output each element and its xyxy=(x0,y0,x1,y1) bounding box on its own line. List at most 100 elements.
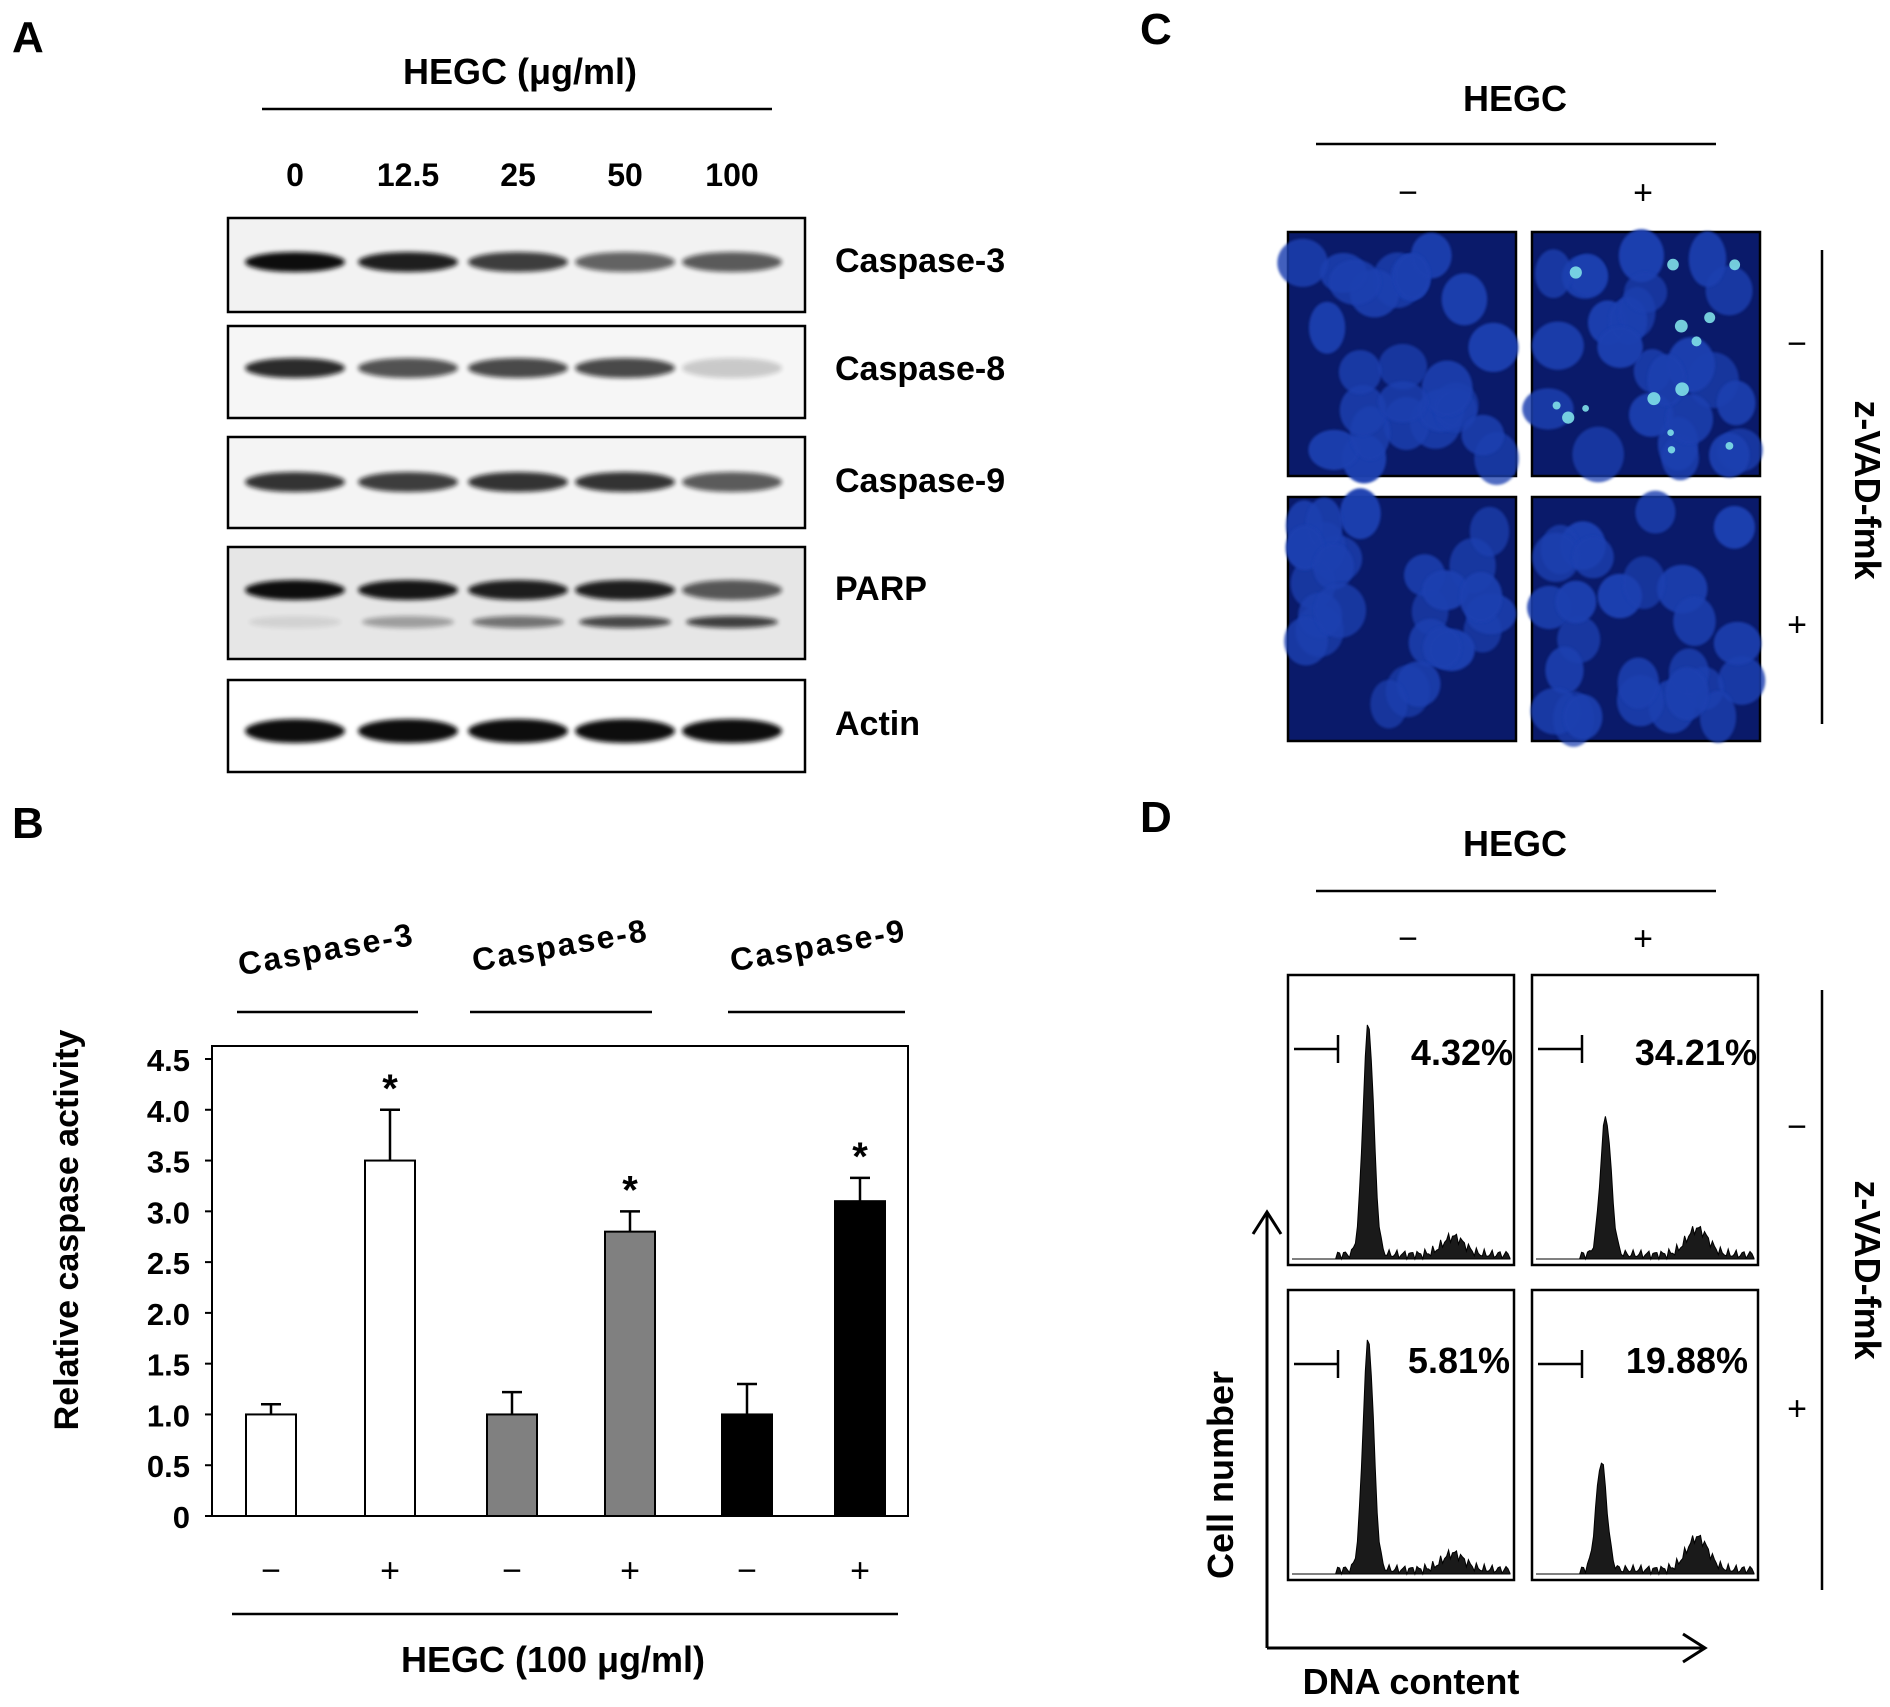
panel-letter-d: D xyxy=(1140,793,1172,842)
nucleus xyxy=(1713,505,1756,549)
y-tick-label: 4.5 xyxy=(147,1043,190,1078)
blot-band xyxy=(358,358,458,378)
dna-histogram xyxy=(1292,1339,1511,1576)
nucleus xyxy=(1308,429,1360,471)
nucleus xyxy=(1423,626,1462,669)
group-label: Caspase-9 xyxy=(727,912,909,978)
plot-frame xyxy=(211,1045,909,1517)
apoptotic-body xyxy=(1552,401,1561,410)
x-arrowhead xyxy=(1682,1632,1708,1664)
nucleus xyxy=(1718,656,1766,705)
nucleus xyxy=(1709,432,1750,478)
apoptotic-body xyxy=(1675,382,1689,397)
blot-label: Caspase-3 xyxy=(835,242,1005,280)
blot-band xyxy=(245,472,345,492)
blot-band xyxy=(682,472,782,492)
y-tick-label: 1.5 xyxy=(147,1348,190,1383)
blot-band xyxy=(682,719,782,743)
blot-band xyxy=(468,580,568,600)
y-arrowhead xyxy=(1251,1209,1283,1235)
apoptotic-body xyxy=(1725,442,1734,450)
panel-letter-c: C xyxy=(1140,5,1172,54)
panel-letter-b: B xyxy=(12,799,44,848)
nucleus xyxy=(1421,360,1473,417)
nucleus xyxy=(1284,616,1328,666)
bar xyxy=(245,1413,297,1518)
blot-band xyxy=(682,358,782,378)
nucleus xyxy=(1277,238,1328,287)
cleaved-band xyxy=(579,616,671,628)
cleaved-band xyxy=(686,616,778,628)
group-label: Caspase-8 xyxy=(469,912,651,978)
histogram-frame xyxy=(1530,1288,1760,1582)
blot-band xyxy=(245,358,345,378)
percent-label: 34.21% xyxy=(1635,1032,1757,1073)
y-tick-label: 0 xyxy=(173,1500,190,1535)
blot-label: Actin xyxy=(835,705,920,743)
apoptotic-body xyxy=(1704,312,1716,324)
nucleus xyxy=(1339,385,1387,436)
concentration-label: 100 xyxy=(705,157,758,193)
treatment-sign: − xyxy=(737,1552,757,1590)
treatment-signs: − + − + − + xyxy=(261,1552,870,1590)
nucleus xyxy=(1688,231,1727,287)
nucleus xyxy=(1563,694,1603,740)
concentration-label: 50 xyxy=(607,157,643,193)
nucleus xyxy=(1459,572,1503,623)
bar xyxy=(364,1159,416,1517)
axis-arrows xyxy=(1251,1209,1708,1664)
panel-d: HEGC − + 4.32% 34.21% 5.81% 19.88% − + z… xyxy=(1200,823,1888,1702)
microscopy-images xyxy=(1277,229,1766,747)
histogram-frame xyxy=(1286,1288,1516,1582)
panel-letter-a: A xyxy=(12,13,44,62)
side-label: z-VAD-fmk xyxy=(1847,400,1888,580)
significance-mark: * xyxy=(852,1135,868,1179)
histogram-frame xyxy=(1286,973,1516,1267)
nucleus xyxy=(1339,488,1381,540)
percent-label: 5.81% xyxy=(1408,1340,1510,1381)
x-axis-label: HEGC (100 μg/ml) xyxy=(401,1639,705,1680)
percent-label: 4.32% xyxy=(1411,1032,1513,1073)
apoptotic-body xyxy=(1647,392,1661,406)
concentration-labels: 0 12.5 25 50 100 xyxy=(286,157,759,193)
nucleus xyxy=(1635,490,1676,534)
nucleus xyxy=(1624,272,1668,313)
nucleus xyxy=(1532,532,1580,583)
blot-bands xyxy=(245,252,782,743)
nucleus xyxy=(1441,273,1488,326)
treatment-sign: + xyxy=(850,1552,870,1590)
treatment-sign: + xyxy=(620,1552,640,1590)
nucleus xyxy=(1665,667,1709,721)
treatment-sign: + xyxy=(380,1552,400,1590)
row-sign: − xyxy=(1787,1108,1807,1146)
nucleus xyxy=(1469,506,1510,557)
row-sign: + xyxy=(1787,606,1807,644)
y-tick-label: 3.0 xyxy=(147,1195,190,1230)
nucleus xyxy=(1673,596,1716,646)
side-label: z-VAD-fmk xyxy=(1847,1180,1888,1360)
nucleus xyxy=(1545,646,1584,694)
nucleus xyxy=(1622,556,1666,609)
nucleus xyxy=(1572,426,1624,483)
apoptotic-body xyxy=(1582,405,1589,412)
bar xyxy=(486,1413,538,1518)
dna-histogram xyxy=(1536,1462,1755,1576)
nucleus xyxy=(1713,621,1762,665)
nucleus xyxy=(1597,326,1643,368)
y-tick-label: 4.0 xyxy=(147,1094,190,1129)
blot-band xyxy=(575,580,675,600)
blot-band xyxy=(468,719,568,743)
concentration-label: 25 xyxy=(500,157,536,193)
nucleus xyxy=(1329,259,1381,305)
blot-band xyxy=(358,719,458,743)
panel-d-header: HEGC xyxy=(1463,823,1567,864)
y-tick-label: 1.0 xyxy=(147,1398,190,1433)
y-axis-label: Cell number xyxy=(1200,1371,1241,1579)
y-axis-ticks: 0 0.5 1.0 1.5 2.0 2.5 3.0 3.5 4.0 4.5 xyxy=(147,1043,212,1535)
significance-mark: * xyxy=(622,1168,638,1212)
nucleus xyxy=(1699,690,1737,743)
y-tick-label: 3.5 xyxy=(147,1145,190,1180)
nucleus xyxy=(1522,388,1574,430)
concentration-label: 12.5 xyxy=(377,157,439,193)
dna-histogram xyxy=(1292,1024,1511,1261)
